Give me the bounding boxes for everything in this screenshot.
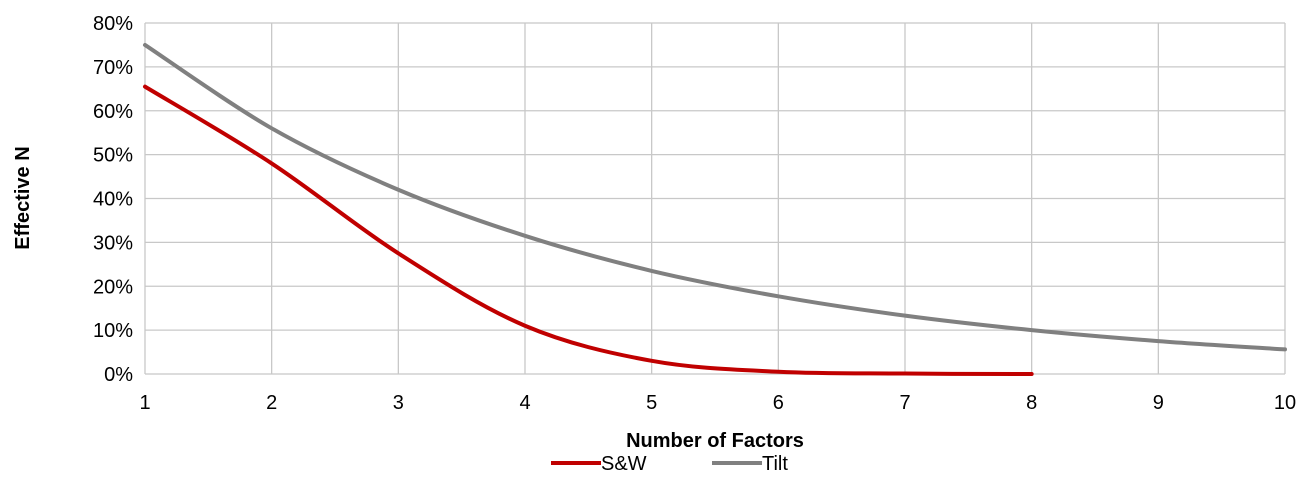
x-tick-label: 8 bbox=[1026, 392, 1037, 414]
y-axis-title: Effective N bbox=[12, 146, 34, 249]
y-tick-label: 10% bbox=[93, 320, 133, 342]
x-tick-label: 10 bbox=[1274, 392, 1296, 414]
x-axis-tick-labels: 1 2 3 4 5 6 7 8 9 10 bbox=[139, 392, 1296, 414]
y-tick-label: 0% bbox=[104, 364, 133, 386]
series-line-s-w bbox=[143, 84, 1034, 376]
series-lines bbox=[143, 42, 1287, 376]
y-tick-label: 30% bbox=[93, 232, 133, 254]
y-tick-label: 40% bbox=[93, 189, 133, 211]
y-tick-label: 60% bbox=[93, 101, 133, 123]
x-tick-label: 6 bbox=[773, 392, 784, 414]
x-tick-label: 5 bbox=[646, 392, 657, 414]
y-tick-label: 20% bbox=[93, 276, 133, 298]
legend: S&W Tilt bbox=[551, 453, 788, 475]
x-tick-label: 2 bbox=[266, 392, 277, 414]
series-line-tilt bbox=[143, 42, 1287, 352]
x-tick-label: 1 bbox=[139, 392, 150, 414]
legend-label-s-w: S&W bbox=[601, 453, 647, 475]
y-axis-tick-labels: 0% 10% 20% 30% 40% 50% 60% 70% 80% bbox=[93, 13, 133, 386]
x-tick-label: 9 bbox=[1153, 392, 1164, 414]
legend-label-tilt: Tilt bbox=[762, 453, 788, 475]
x-tick-label: 3 bbox=[393, 392, 404, 414]
y-tick-label: 70% bbox=[93, 57, 133, 79]
x-tick-label: 4 bbox=[519, 392, 530, 414]
x-tick-label: 7 bbox=[899, 392, 910, 414]
x-axis-title: Number of Factors bbox=[626, 430, 804, 452]
y-tick-label: 50% bbox=[93, 145, 133, 167]
gridlines bbox=[144, 22, 1286, 375]
y-tick-label: 80% bbox=[93, 13, 133, 35]
